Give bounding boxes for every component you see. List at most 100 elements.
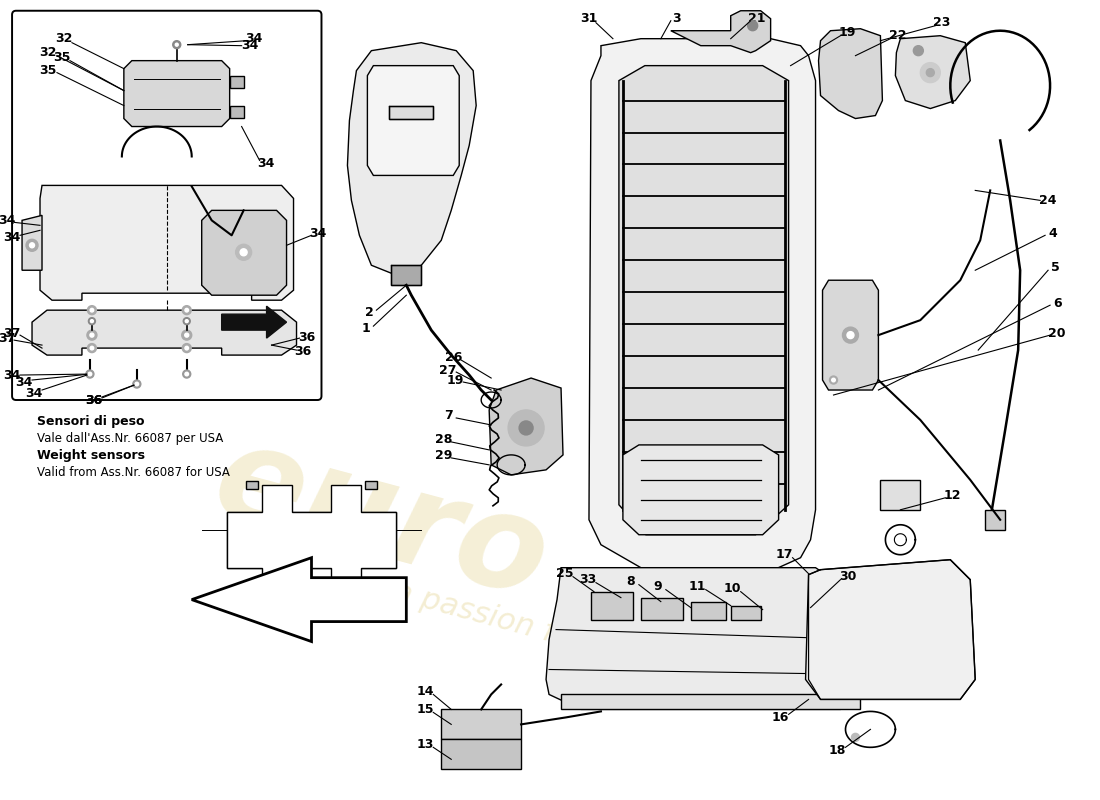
Circle shape: [240, 249, 248, 256]
Polygon shape: [641, 598, 683, 619]
Circle shape: [843, 327, 858, 343]
Text: Weight sensors: Weight sensors: [37, 449, 145, 462]
Circle shape: [87, 344, 97, 353]
Polygon shape: [227, 512, 396, 568]
Polygon shape: [201, 210, 286, 295]
Text: 20: 20: [1048, 326, 1066, 340]
Text: 14: 14: [417, 685, 434, 698]
Circle shape: [88, 318, 96, 325]
Text: 9: 9: [653, 580, 662, 593]
Polygon shape: [32, 310, 297, 355]
Circle shape: [135, 382, 139, 386]
Text: 34: 34: [0, 214, 15, 227]
Circle shape: [30, 242, 34, 248]
Text: 23: 23: [933, 16, 950, 30]
Polygon shape: [124, 61, 230, 126]
Text: 18: 18: [828, 744, 846, 757]
Text: 34: 34: [241, 39, 258, 52]
Text: 3: 3: [672, 12, 681, 26]
Polygon shape: [441, 710, 521, 739]
Circle shape: [90, 308, 94, 312]
Circle shape: [183, 306, 191, 314]
Circle shape: [748, 21, 758, 30]
Polygon shape: [818, 29, 882, 118]
Polygon shape: [441, 739, 521, 770]
Polygon shape: [561, 694, 860, 710]
Polygon shape: [619, 66, 789, 534]
Circle shape: [87, 330, 97, 340]
Polygon shape: [367, 66, 459, 175]
Text: 21: 21: [748, 12, 766, 26]
Text: 5: 5: [1050, 261, 1059, 274]
FancyBboxPatch shape: [12, 10, 321, 400]
Text: 7: 7: [444, 410, 452, 422]
Circle shape: [508, 410, 544, 446]
Polygon shape: [880, 480, 921, 510]
Text: 36: 36: [298, 330, 315, 344]
Text: 35: 35: [40, 64, 57, 77]
Circle shape: [851, 734, 859, 742]
Polygon shape: [348, 42, 476, 275]
Text: 17: 17: [776, 548, 793, 562]
Polygon shape: [671, 10, 771, 53]
Polygon shape: [591, 592, 632, 619]
Text: 26: 26: [444, 350, 462, 363]
Text: 27: 27: [440, 363, 456, 377]
Polygon shape: [805, 560, 976, 699]
Text: 34: 34: [309, 227, 327, 240]
Circle shape: [847, 332, 854, 338]
Circle shape: [173, 41, 180, 49]
Circle shape: [87, 306, 97, 314]
Text: 37: 37: [3, 326, 21, 340]
Text: 11: 11: [689, 580, 706, 593]
Text: 10: 10: [724, 582, 741, 595]
Text: 34: 34: [25, 386, 43, 399]
Polygon shape: [365, 590, 377, 598]
Text: 22: 22: [889, 29, 906, 42]
Polygon shape: [22, 215, 42, 270]
Circle shape: [133, 380, 141, 388]
Text: 34: 34: [3, 369, 21, 382]
Circle shape: [185, 308, 188, 312]
Circle shape: [184, 318, 190, 325]
Circle shape: [185, 346, 188, 350]
Polygon shape: [222, 306, 286, 338]
Circle shape: [88, 372, 91, 376]
Text: Sensori di peso: Sensori di peso: [37, 415, 144, 428]
Circle shape: [175, 43, 178, 46]
Circle shape: [921, 62, 940, 82]
Text: a passion for...: a passion for...: [389, 577, 613, 662]
Text: 34: 34: [245, 32, 262, 45]
Circle shape: [86, 370, 94, 378]
Text: 16: 16: [772, 711, 790, 724]
Text: 24: 24: [1040, 194, 1057, 207]
Circle shape: [182, 330, 191, 340]
Polygon shape: [40, 186, 294, 300]
Text: 28: 28: [434, 434, 452, 446]
Text: 35: 35: [53, 51, 70, 64]
Polygon shape: [245, 590, 257, 598]
Text: 2: 2: [365, 306, 374, 318]
Polygon shape: [730, 606, 760, 619]
Polygon shape: [895, 36, 970, 109]
Circle shape: [183, 344, 191, 353]
Circle shape: [926, 69, 934, 77]
Polygon shape: [823, 280, 879, 390]
Text: 19: 19: [447, 374, 464, 386]
Text: 32: 32: [55, 32, 73, 45]
Text: 12: 12: [944, 490, 961, 502]
Circle shape: [183, 370, 190, 378]
Circle shape: [90, 333, 94, 337]
Circle shape: [26, 239, 39, 251]
Text: 34: 34: [15, 375, 33, 389]
Text: 36: 36: [294, 345, 311, 358]
Polygon shape: [691, 602, 726, 619]
Circle shape: [185, 333, 189, 337]
Circle shape: [913, 46, 923, 56]
Text: Vale dall'Ass.Nr. 66087 per USA: Vale dall'Ass.Nr. 66087 per USA: [37, 432, 223, 445]
Circle shape: [829, 376, 837, 384]
Text: 19: 19: [839, 26, 856, 39]
Polygon shape: [227, 485, 396, 594]
Polygon shape: [392, 266, 421, 286]
Polygon shape: [389, 106, 433, 118]
